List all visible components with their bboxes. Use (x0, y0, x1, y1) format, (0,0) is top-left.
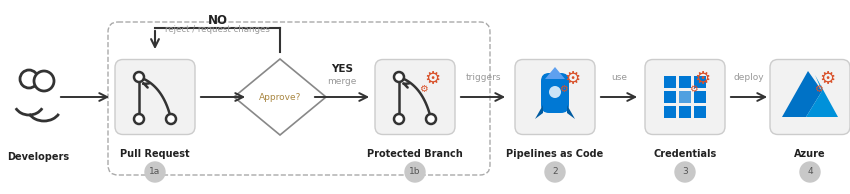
Bar (679, 76, 691, 88)
Text: ⚙: ⚙ (819, 70, 835, 88)
Text: 1a: 1a (150, 167, 161, 177)
Polygon shape (782, 71, 822, 117)
Bar (664, 91, 676, 103)
FancyBboxPatch shape (541, 73, 569, 113)
Circle shape (426, 114, 436, 124)
Polygon shape (234, 59, 326, 135)
Bar (694, 106, 706, 118)
FancyBboxPatch shape (515, 60, 595, 134)
Text: merge: merge (327, 76, 357, 86)
Circle shape (800, 162, 820, 182)
Circle shape (20, 70, 38, 88)
Text: Azure: Azure (794, 149, 826, 159)
Polygon shape (806, 75, 838, 117)
Text: reject / request changes: reject / request changes (165, 25, 270, 35)
Bar (694, 91, 706, 103)
Text: 2: 2 (552, 167, 558, 177)
Polygon shape (535, 105, 543, 119)
Text: 1b: 1b (409, 167, 421, 177)
Circle shape (166, 114, 176, 124)
Text: Pull Request: Pull Request (120, 149, 190, 159)
FancyBboxPatch shape (115, 60, 195, 134)
FancyBboxPatch shape (770, 60, 850, 134)
Text: 4: 4 (808, 167, 813, 177)
Polygon shape (545, 67, 565, 79)
Circle shape (394, 72, 404, 82)
Bar (679, 91, 691, 103)
Text: ⚙: ⚙ (688, 84, 697, 94)
Circle shape (34, 71, 54, 91)
Text: ⚙: ⚙ (558, 84, 567, 94)
Circle shape (545, 162, 565, 182)
Circle shape (134, 114, 144, 124)
Text: Approve?: Approve? (258, 93, 301, 101)
Circle shape (394, 114, 404, 124)
Text: 3: 3 (682, 167, 688, 177)
Text: Credentials: Credentials (654, 149, 717, 159)
Polygon shape (567, 105, 575, 119)
Bar (664, 106, 676, 118)
Text: YES: YES (331, 64, 353, 74)
Text: deploy: deploy (734, 73, 764, 81)
Bar (664, 76, 676, 88)
Text: triggers: triggers (465, 73, 501, 81)
Text: ⚙: ⚙ (564, 70, 580, 88)
Text: Developers: Developers (7, 152, 69, 162)
FancyBboxPatch shape (645, 60, 725, 134)
Circle shape (405, 162, 425, 182)
FancyBboxPatch shape (375, 60, 455, 134)
Text: ⚙: ⚙ (694, 70, 710, 88)
Bar (679, 106, 691, 118)
Text: ⚙: ⚙ (418, 84, 428, 94)
Circle shape (134, 72, 144, 82)
Text: Protected Branch: Protected Branch (367, 149, 463, 159)
Text: ⚙: ⚙ (424, 70, 440, 88)
Text: Pipelines as Code: Pipelines as Code (507, 149, 604, 159)
Bar (694, 76, 706, 88)
Text: ⚙: ⚙ (813, 84, 822, 94)
Circle shape (145, 162, 165, 182)
Text: use: use (611, 73, 627, 81)
Circle shape (675, 162, 695, 182)
Circle shape (549, 86, 561, 98)
Text: NO: NO (207, 14, 228, 27)
